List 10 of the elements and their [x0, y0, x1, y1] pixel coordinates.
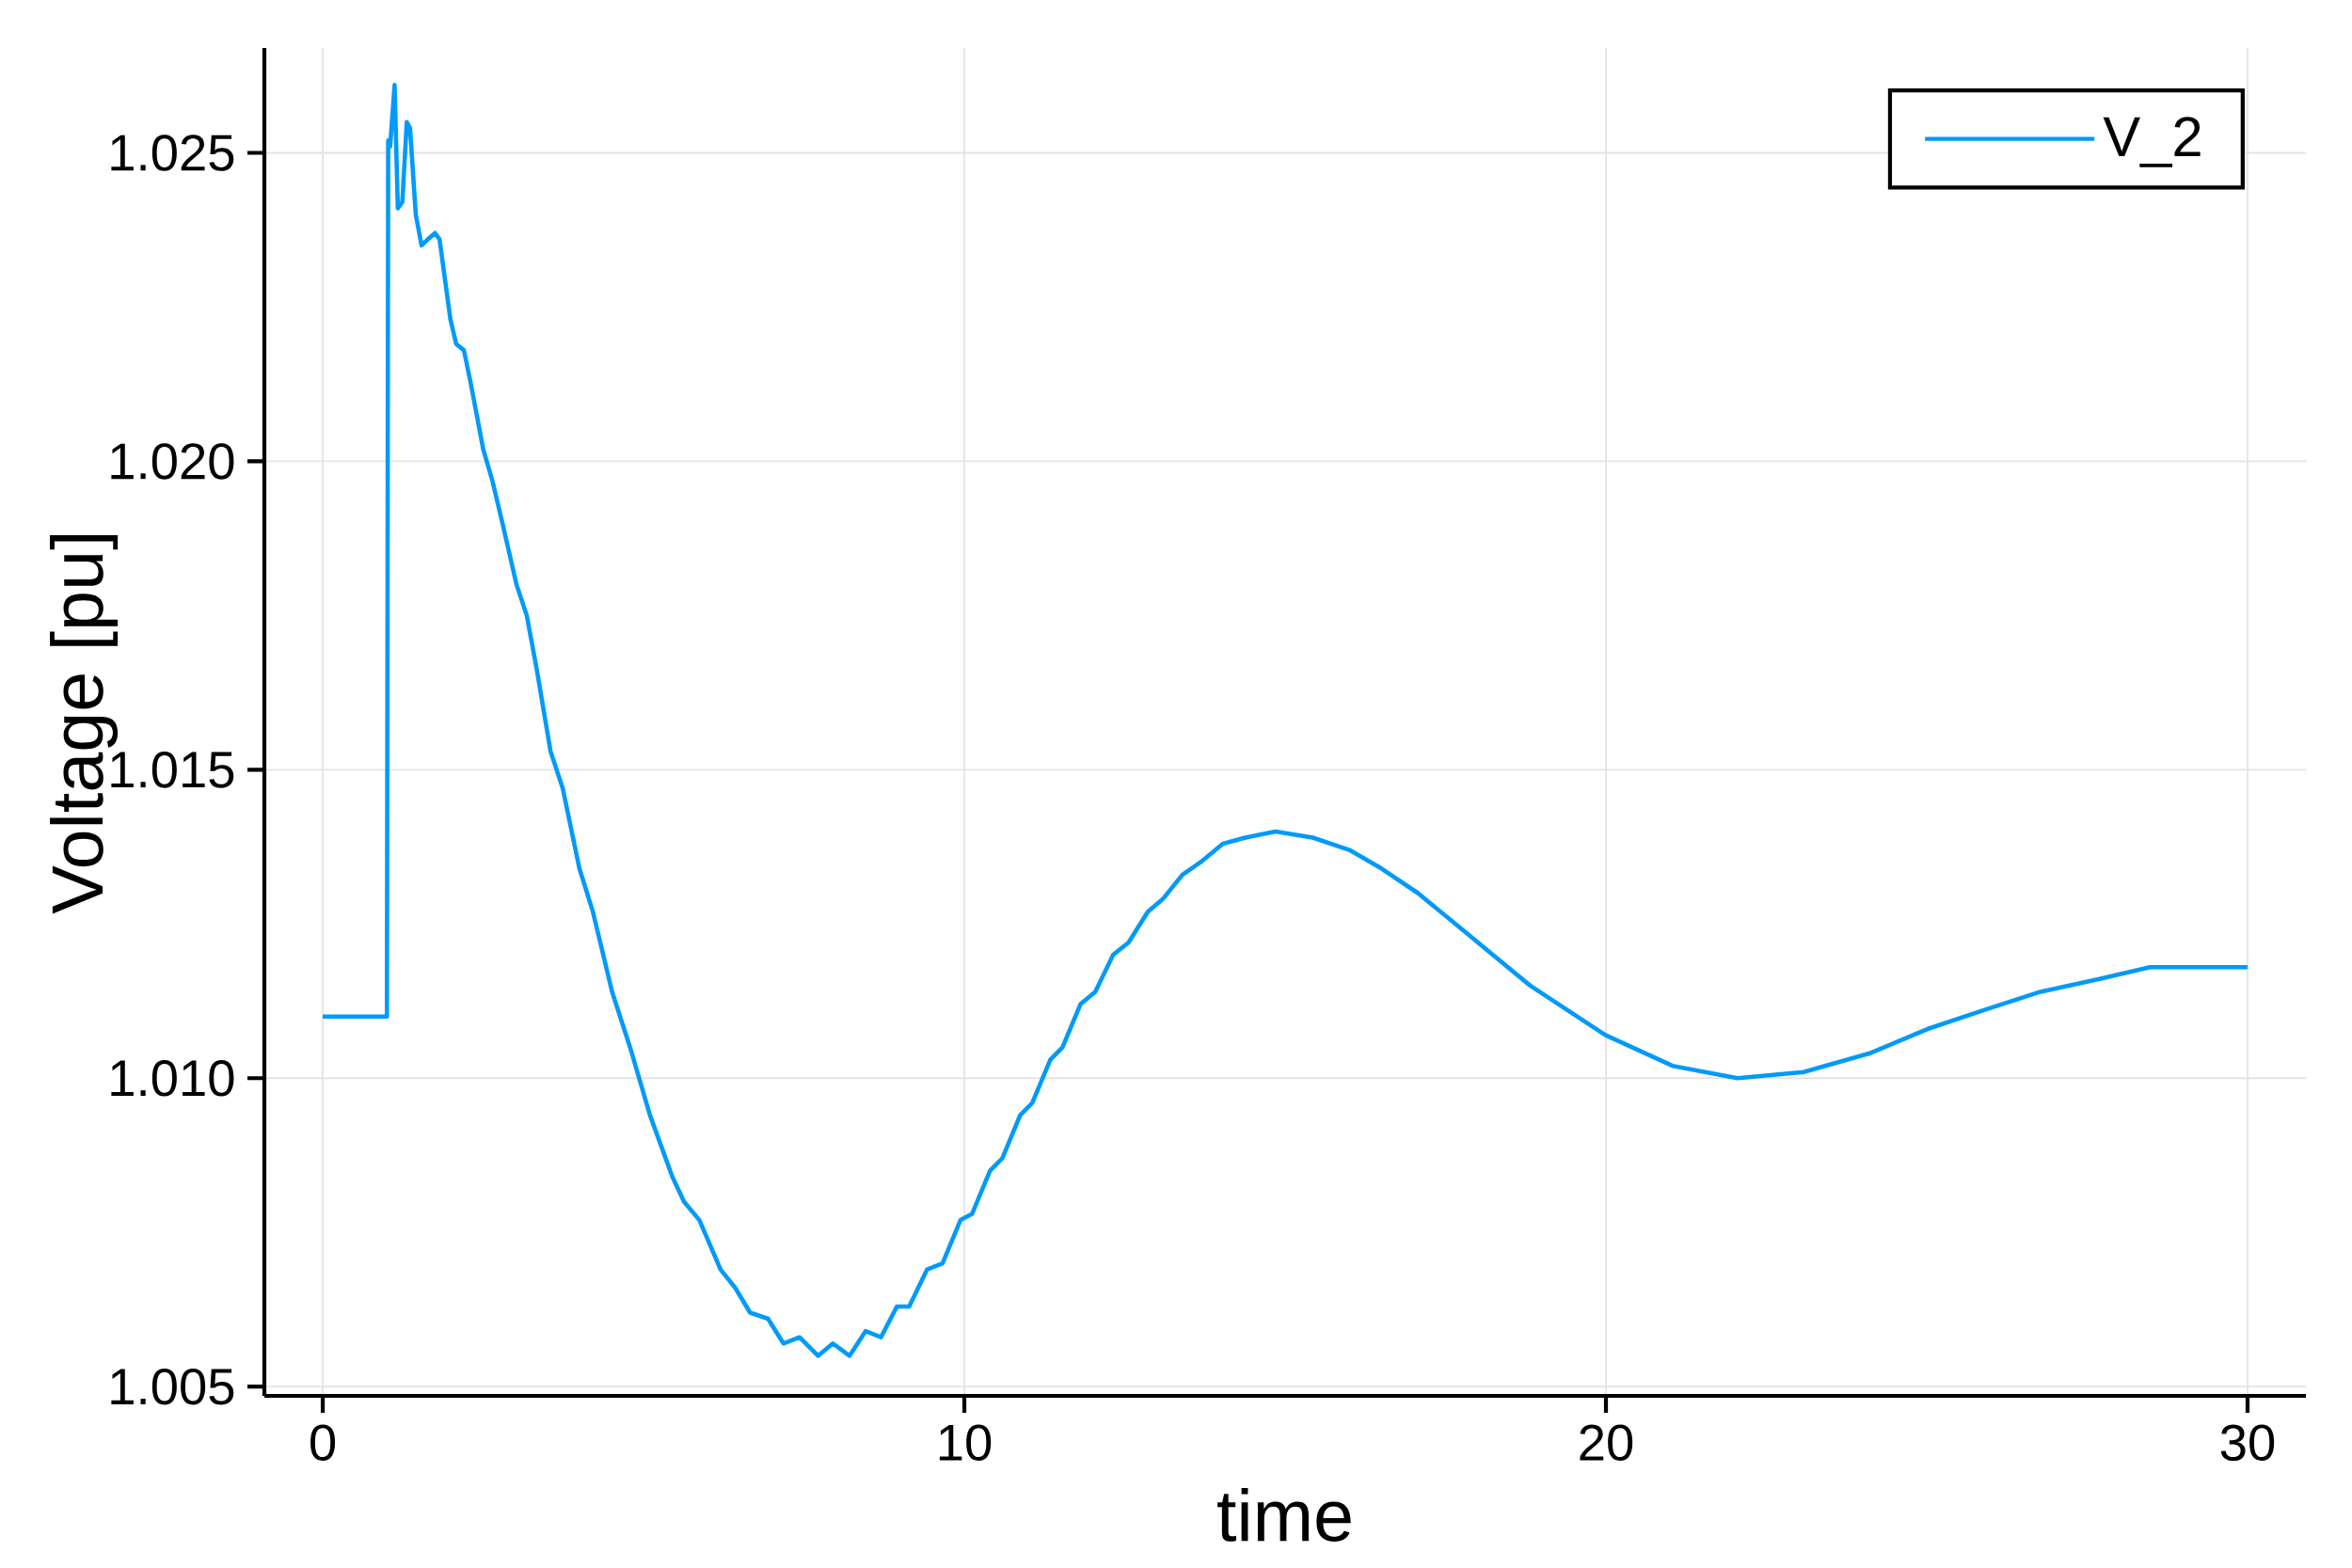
x-tick-label: 20 — [1580, 1424, 1633, 1462]
y-tick-label: 1.020 — [111, 443, 234, 480]
x-tick-label: 10 — [939, 1424, 992, 1462]
y-tick-label: 1.025 — [111, 135, 234, 171]
x-tick-label: 0 — [310, 1424, 336, 1462]
y-tick-label: 1.005 — [111, 1368, 234, 1405]
x-tick-label: 30 — [2220, 1424, 2275, 1462]
x-axis-title: time — [1217, 1488, 1351, 1542]
y-tick-label: 1.010 — [111, 1059, 234, 1097]
legend-label: V_2 — [2103, 117, 2201, 167]
